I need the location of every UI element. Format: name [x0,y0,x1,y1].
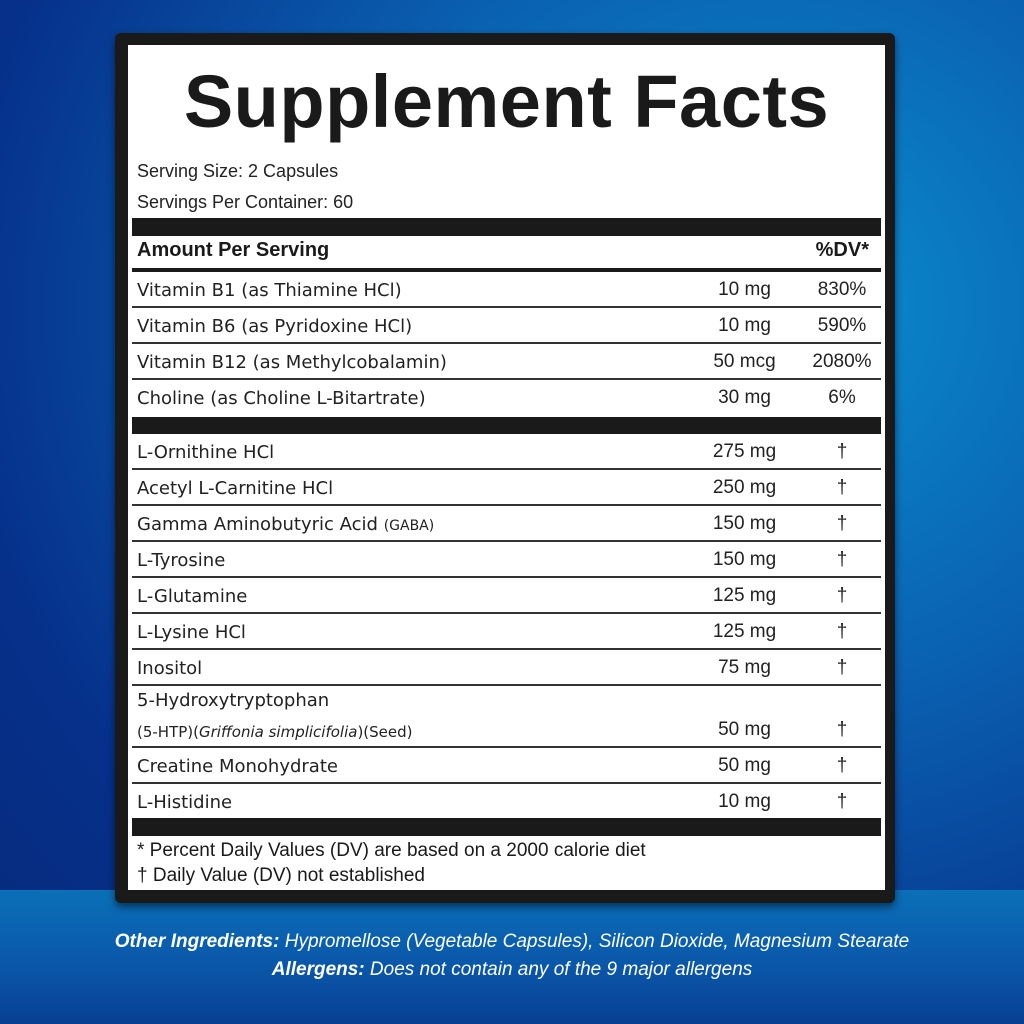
ingredient-amount: 250 mg [712,477,777,498]
ingredient-dv: 2080% [812,351,872,372]
table-row: L-Tyrosine 150 mg † [132,542,881,578]
table-row: Inositol 75 mg † [132,650,881,686]
ingredient-amount: 150 mg [712,549,777,570]
ingredient-dv: † [836,791,848,812]
ingredient-dv: 830% [817,279,867,300]
panel-title: Supplement Facts [183,60,830,143]
ingredient-dv: † [836,719,848,740]
ingredient-dv: † [836,441,848,462]
table-row: Gamma Aminobutyric Acid (GABA) 150 mg † [132,506,881,542]
footnote-dv: * Percent Daily Values (DV) are based on… [137,840,646,861]
ingredient-dv: 590% [817,315,867,336]
ingredient-dv: † [836,477,848,498]
ingredient-dv: † [836,657,848,678]
ingredient-name: L-Glutamine [137,586,248,607]
allergens-text: Does not contain any of the 9 major alle… [364,959,753,980]
ingredient-dv: † [836,621,848,642]
ingredient-dv: † [836,585,848,606]
ingredient-amount: 275 mg [712,441,777,462]
panel-body: Supplement Facts Serving Size: 2 Capsule… [128,45,885,890]
other-ingredients-text: Hypromellose (Vegetable Capsules), Silic… [279,931,910,952]
other-ingredients: Other Ingredients: Hypromellose (Vegetab… [0,931,1024,953]
ingredient-dv: † [836,549,848,570]
ingredient-name: 5-Hydroxytryptophan [137,690,330,711]
ingredient-name: L-Ornithine HCl [137,442,275,463]
ingredient-dv: 6% [828,387,856,408]
ingredient-name: Creatine Monohydrate [137,756,338,777]
background-band [0,890,1024,1024]
ingredient-name: Vitamin B12 (as Methylcobalamin) [137,352,447,373]
supplement-facts-panel: Supplement Facts Serving Size: 2 Capsule… [115,33,895,903]
amount-header: Amount Per Serving [137,239,330,261]
table-row: Acetyl L-Carnitine HCl 250 mg † [132,470,881,506]
source-prefix: (5-HTP)( [137,723,199,741]
table-row: Vitamin B12 (as Methylcobalamin) 50 mcg 20… [132,344,881,380]
ingredient-amount: 30 mg [718,387,771,408]
ingredient-name: Inositol [137,658,203,679]
ingredient-name: Gamma Aminobutyric Acid (GABA) [137,514,434,535]
dv-header: %DV* [815,239,869,261]
thick-divider [132,218,881,236]
ingredient-dv: † [836,513,848,534]
ingredient-amount: 10 mg [718,279,771,300]
table-row: Vitamin B1 (as Thiamine HCl) 10 mg 830% [132,272,881,308]
footnote-dagger: † Daily Value (DV) not established [137,865,425,886]
ingredient-abbrev: (GABA) [383,518,435,534]
thick-divider [132,818,881,836]
table-row: Vitamin B6 (as Pyridoxine HCl) 10 mg 590% [132,308,881,344]
ingredient-name: L-Lysine HCl [137,622,246,643]
ingredient-amount: 125 mg [712,621,777,642]
ingredient-amount: 50 mg [718,755,771,776]
ingredient-amount: 50 mcg [713,351,776,372]
ingredient-name: Choline (as Choline L-Bitartrate) [137,388,426,409]
ingredient-amount: 150 mg [712,513,777,534]
ingredient-source: (5-HTP)(Griffonia simplicifolia)(Seed) [137,723,413,741]
servings-per-container: Servings Per Container: 60 [137,192,354,212]
ingredient-amount: 75 mg [718,657,771,678]
table-row: L-Histidine 10 mg † [132,784,881,818]
ingredient-name: Acetyl L-Carnitine HCl [137,478,334,499]
table-row: L-Lysine HCl 125 mg † [132,614,881,650]
table-row: Choline (as Choline L-Bitartrate) 30 mg 6% [132,380,881,414]
ingredient-amount: 10 mg [718,315,771,336]
allergens-label: Allergens: [271,959,365,980]
ingredient-name-main: Gamma Aminobutyric Acid [137,514,378,535]
ingredient-amount: 50 mg [718,719,771,740]
ingredient-amount: 125 mg [712,585,777,606]
table-row: 5-Hydroxytryptophan (5-HTP)(Griffonia si… [132,686,881,748]
source-species: Griffonia simplicifolia [199,723,358,741]
ingredient-name: Vitamin B6 (as Pyridoxine HCl) [137,316,413,337]
ingredient-amount: 10 mg [718,791,771,812]
table-row: Creatine Monohydrate 50 mg † [132,748,881,784]
allergens: Allergens: Does not contain any of the 9… [0,959,1024,981]
medium-divider [132,268,881,272]
ingredient-dv: † [836,755,848,776]
table-row: L-Glutamine 125 mg † [132,578,881,614]
other-ingredients-label: Other Ingredients: [114,931,280,952]
ingredient-name: L-Histidine [137,792,233,813]
serving-size: Serving Size: 2 Capsules [137,161,339,181]
thick-divider [132,417,881,434]
table-row: L-Ornithine HCl 275 mg † [132,434,881,470]
column-header: Amount Per Serving %DV* [137,239,869,262]
ingredient-name: Vitamin B1 (as Thiamine HCl) [137,280,402,301]
source-suffix: )(Seed) [357,723,413,741]
ingredient-name: L-Tyrosine [137,550,226,571]
